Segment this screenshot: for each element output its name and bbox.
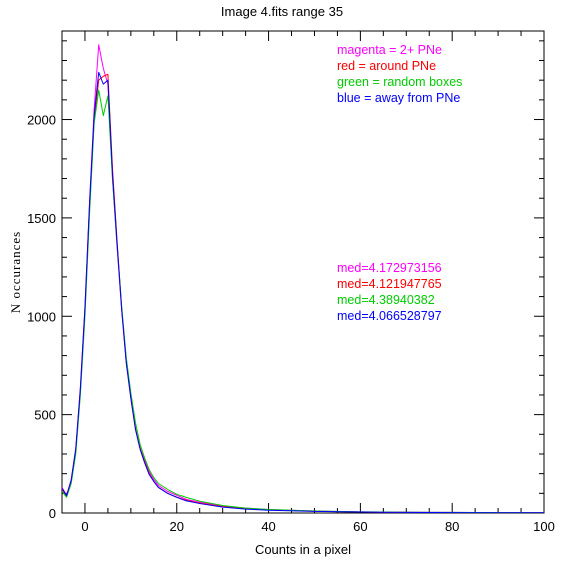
chart-title: Image 4.fits range 35 [221, 4, 343, 19]
median-label: med=4.066528797 [337, 309, 442, 323]
y-tick-label: 500 [34, 408, 56, 423]
legend-entry: red = around PNe [337, 59, 436, 73]
median-annotations: med=4.172973156 med=4.121947765 med=4.3894… [337, 261, 442, 323]
median-label: med=4.121947765 [337, 277, 442, 291]
x-tick-label: 80 [445, 519, 459, 534]
y-axis-title: N occurances [8, 231, 23, 313]
x-tick-label: 60 [353, 519, 367, 534]
y-tick-label: 1000 [27, 309, 56, 324]
y-tick-label: 2000 [27, 113, 56, 128]
plot-frame [61, 30, 545, 514]
legend-entry: magenta = 2+ PNe [337, 43, 442, 57]
median-label: med=4.38940382 [337, 293, 435, 307]
x-tick-label: 20 [170, 519, 184, 534]
x-axis-title: Counts in a pixel [255, 542, 351, 557]
legend-entry: blue = away from PNe [337, 91, 460, 105]
y-tick-label: 1500 [27, 211, 56, 226]
median-label: med=4.172973156 [337, 261, 442, 275]
legend-entry: green = random boxes [337, 75, 462, 89]
x-tick-label: 0 [81, 519, 88, 534]
y-tick-label: 0 [49, 506, 56, 521]
x-tick-label: 40 [261, 519, 275, 534]
series-line-3 [62, 71, 544, 513]
x-tick-label: 100 [533, 519, 555, 534]
series-layer [62, 44, 544, 513]
legend: magenta = 2+ PNe red = around PNe green = … [337, 43, 462, 105]
